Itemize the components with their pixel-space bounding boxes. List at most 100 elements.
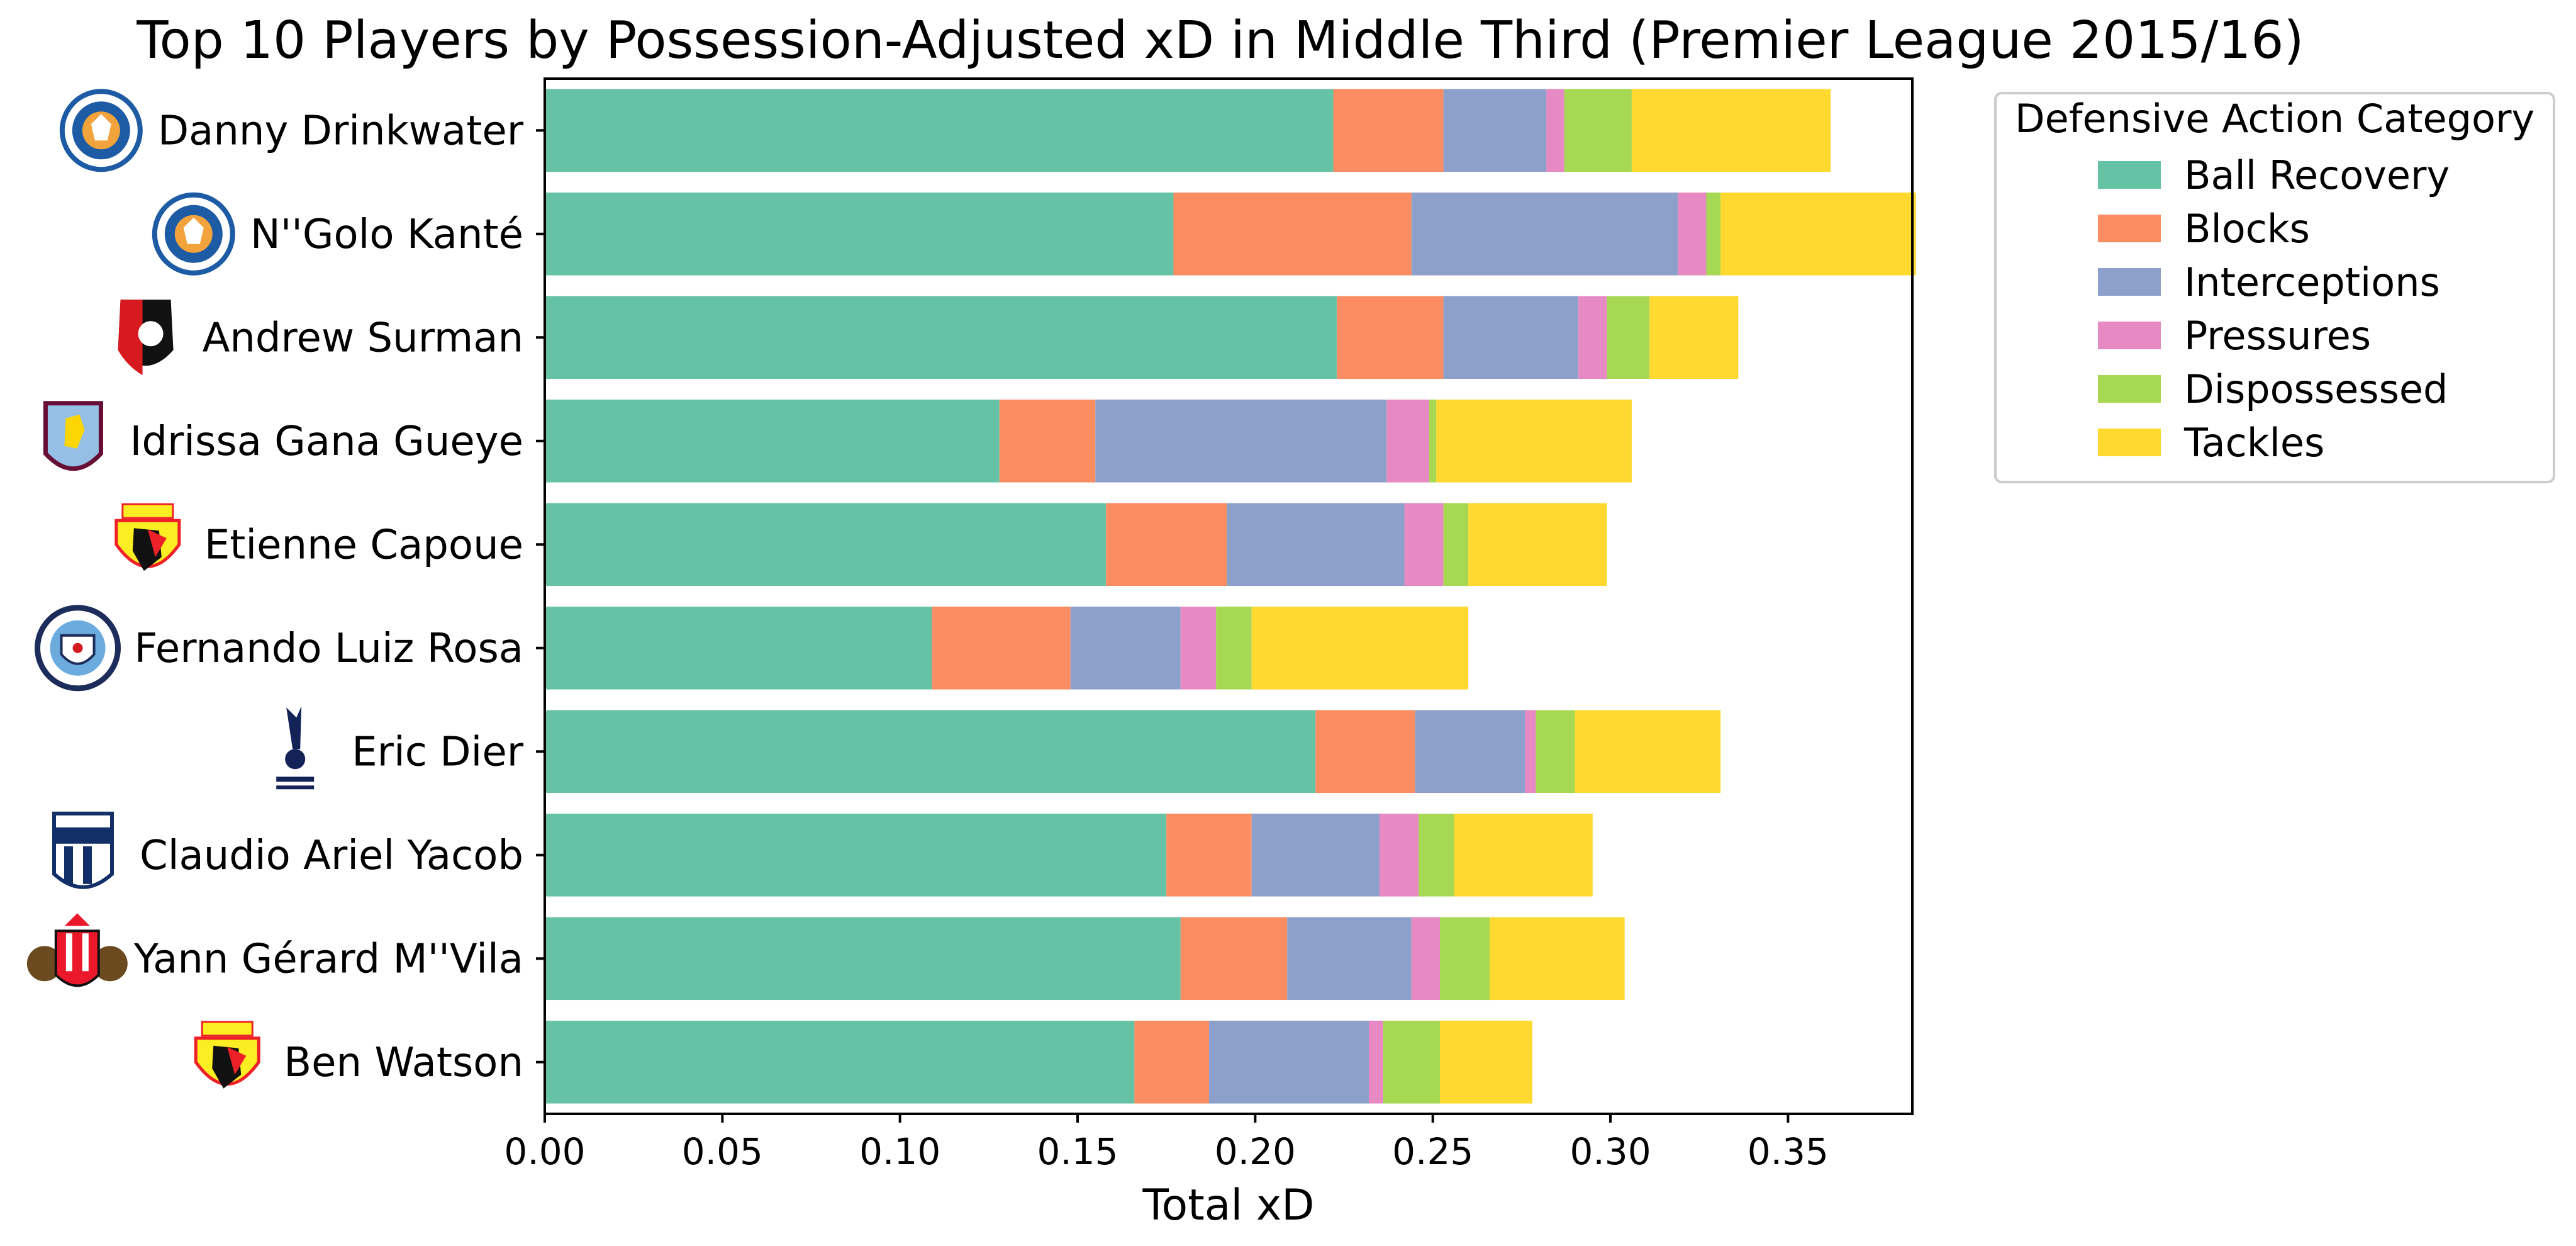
bar-segment-dispossessed bbox=[1419, 813, 1454, 897]
west-bromwich-albion-crest-icon bbox=[52, 811, 114, 889]
bar-segment-pressures bbox=[1525, 710, 1536, 794]
bar-segment-blocks bbox=[1166, 813, 1252, 897]
afc-bournemouth-crest-icon bbox=[118, 300, 174, 376]
player-labels: Danny Drinkwater N''Golo Kanté Andrew Surm… bbox=[26, 89, 545, 1089]
plot-frame bbox=[544, 77, 1914, 1115]
x-tick-label: 0.05 bbox=[682, 1130, 763, 1173]
bar-segment-dispossessed bbox=[1443, 503, 1469, 587]
bar-segment-pressures bbox=[1411, 917, 1440, 1001]
bar-segment-ball-recovery bbox=[545, 89, 1334, 172]
x-tick-label: 0.20 bbox=[1215, 1130, 1296, 1173]
bar-segment-blocks bbox=[1337, 296, 1444, 379]
bar-segment-dispossessed bbox=[1429, 399, 1437, 483]
legend-swatch bbox=[2098, 161, 2161, 189]
bar-segment-dispossessed bbox=[1706, 192, 1721, 276]
aston-villa-crest-icon bbox=[43, 401, 103, 471]
legend-swatch bbox=[2098, 375, 2161, 403]
legend-label: Tackles bbox=[2183, 420, 2324, 466]
bar-segment-blocks bbox=[999, 399, 1096, 483]
bar-segment-dispossessed bbox=[1536, 710, 1575, 794]
bar-segment-interceptions bbox=[1208, 1020, 1369, 1104]
bar-segment-ball-recovery bbox=[545, 399, 1000, 483]
tottenham-hotspur-crest-icon bbox=[276, 706, 315, 790]
bar-segment-interceptions bbox=[1070, 606, 1181, 690]
bar-segment-pressures bbox=[1678, 192, 1707, 276]
bar-segment-pressures bbox=[1386, 399, 1430, 483]
x-tick-label: 0.35 bbox=[1748, 1130, 1829, 1173]
bar-segment-tackles bbox=[1436, 399, 1632, 483]
bar-segment-interceptions bbox=[1411, 192, 1678, 276]
bar-segment-ball-recovery bbox=[545, 813, 1167, 897]
legend: Defensive Action Category Ball Recovery Bl… bbox=[1994, 92, 2555, 483]
legend-title: Defensive Action Category bbox=[2015, 96, 2534, 142]
bar-segment-ball-recovery bbox=[545, 503, 1107, 587]
bar-segment-tackles bbox=[1468, 503, 1607, 587]
bar-segment-tackles bbox=[1490, 917, 1625, 1001]
bar-segment-pressures bbox=[1379, 813, 1419, 897]
bar-segment-blocks bbox=[932, 606, 1071, 690]
bar-segment-pressures bbox=[1369, 1020, 1383, 1104]
player-label: Etienne Capoue bbox=[204, 522, 523, 568]
bar-segment-interceptions bbox=[1287, 917, 1412, 1001]
bar-segment-pressures bbox=[1404, 503, 1444, 587]
legend-swatch bbox=[2098, 429, 2161, 456]
sunderland-crest-icon bbox=[26, 913, 128, 987]
bar-segment-blocks bbox=[1315, 710, 1415, 794]
bar-segment-pressures bbox=[1578, 296, 1607, 379]
x-axis-ticks: 0.00 0.05 0.10 0.15 0.20 0.25 0.30 0.35 bbox=[504, 1114, 1829, 1173]
x-tick-label: 0.25 bbox=[1392, 1130, 1473, 1173]
bars-layer bbox=[545, 89, 1916, 1104]
bar-segment-dispossessed bbox=[1607, 296, 1650, 379]
legend-label: Pressures bbox=[2184, 313, 2371, 359]
bar-segment-tackles bbox=[1454, 813, 1593, 897]
player-label: Fernando Luiz Rosa bbox=[135, 626, 523, 672]
legend-swatch bbox=[2098, 215, 2161, 242]
bar-segment-dispossessed bbox=[1439, 917, 1490, 1001]
bar-segment-tackles bbox=[1649, 296, 1739, 379]
bar-segment-ball-recovery bbox=[545, 606, 932, 690]
watford-crest-icon bbox=[114, 503, 181, 571]
bar-segment-pressures bbox=[1180, 606, 1217, 690]
bar-segment-tackles bbox=[1251, 606, 1469, 690]
bar-segment-blocks bbox=[1333, 89, 1444, 172]
player-label: N''Golo Kanté bbox=[250, 211, 523, 258]
bar-segment-interceptions bbox=[1227, 503, 1405, 587]
bar-segment-dispossessed bbox=[1216, 606, 1252, 690]
bar-segment-interceptions bbox=[1415, 710, 1525, 794]
bar-segment-tackles bbox=[1720, 192, 1916, 276]
leicester-city-crest-icon bbox=[59, 89, 143, 172]
legend-swatch bbox=[2098, 322, 2161, 349]
player-label: Andrew Surman bbox=[203, 315, 523, 361]
bar-segment-blocks bbox=[1173, 192, 1412, 276]
bar-segment-dispossessed bbox=[1383, 1020, 1440, 1104]
x-tick-label: 0.10 bbox=[859, 1130, 940, 1173]
player-label: Danny Drinkwater bbox=[158, 108, 524, 154]
bar-segment-tackles bbox=[1631, 89, 1831, 172]
x-axis-label: Total xD bbox=[1142, 1181, 1314, 1230]
player-label: Eric Dier bbox=[352, 729, 524, 775]
player-label: Ben Watson bbox=[284, 1040, 523, 1086]
bar-segment-pressures bbox=[1546, 89, 1564, 172]
chart-title: Top 10 Players by Possession-Adjusted xD… bbox=[136, 11, 2304, 70]
legend-label: Ball Recovery bbox=[2184, 152, 2450, 198]
bar-segment-blocks bbox=[1180, 917, 1288, 1001]
bar-segment-interceptions bbox=[1251, 813, 1380, 897]
bar-segment-interceptions bbox=[1443, 89, 1547, 172]
leicester-city-crest-icon bbox=[152, 192, 235, 276]
player-label: Yann Gérard M''Vila bbox=[133, 936, 523, 982]
bar-segment-ball-recovery bbox=[545, 710, 1316, 794]
legend-swatch bbox=[2098, 268, 2161, 296]
bar-segment-blocks bbox=[1106, 503, 1227, 587]
bar-segment-blocks bbox=[1134, 1020, 1209, 1104]
legend-label: Dispossessed bbox=[2184, 366, 2448, 412]
bar-segment-tackles bbox=[1575, 710, 1721, 794]
bar-segment-ball-recovery bbox=[545, 192, 1174, 276]
x-tick-label: 0.15 bbox=[1037, 1130, 1118, 1173]
x-tick-label: 0.30 bbox=[1570, 1130, 1651, 1173]
legend-label: Blocks bbox=[2184, 206, 2310, 252]
bar-segment-ball-recovery bbox=[545, 296, 1337, 379]
bar-segment-interceptions bbox=[1443, 296, 1579, 379]
watford-crest-icon bbox=[194, 1021, 260, 1089]
x-tick-label: 0.00 bbox=[504, 1130, 585, 1173]
